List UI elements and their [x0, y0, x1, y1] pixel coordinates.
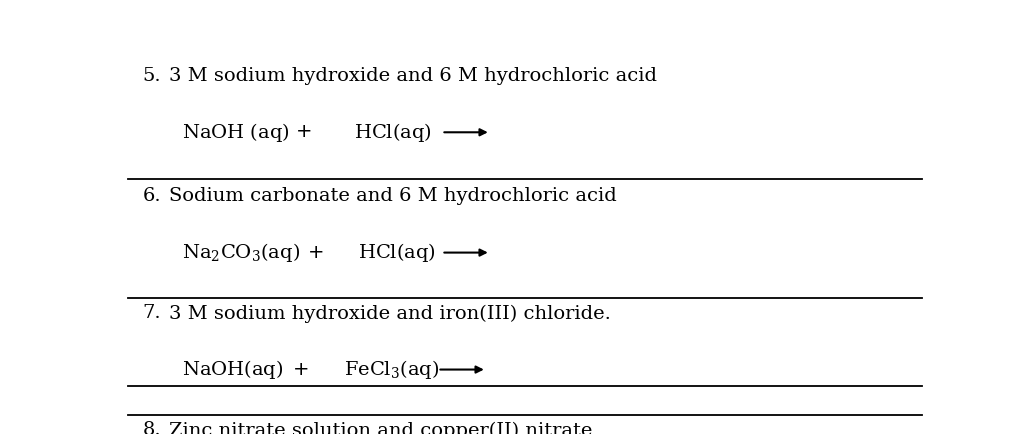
Text: $\mathregular{Na_2CO_3(aq)}$: $\mathregular{Na_2CO_3(aq)}$ [182, 241, 300, 264]
Text: 3 M sodium hydroxide and iron(III) chloride.: 3 M sodium hydroxide and iron(III) chlor… [169, 304, 611, 322]
Text: $+$: $+$ [292, 361, 308, 378]
Text: 6.: 6. [142, 187, 161, 205]
Text: $\mathregular{NaOH(aq)}$: $\mathregular{NaOH(aq)}$ [182, 358, 284, 381]
Text: $\mathregular{HCl(aq)}$: $\mathregular{HCl(aq)}$ [354, 121, 432, 144]
Text: $\mathregular{FeCl_3(aq)}$: $\mathregular{FeCl_3(aq)}$ [344, 358, 439, 381]
Text: 5.: 5. [142, 67, 161, 85]
Text: $\mathregular{HCl(aq)}$: $\mathregular{HCl(aq)}$ [358, 241, 436, 264]
Text: Zinc nitrate solution and copper(II) nitrate: Zinc nitrate solution and copper(II) nit… [169, 421, 593, 434]
Text: 3 M sodium hydroxide and 6 M hydrochloric acid: 3 M sodium hydroxide and 6 M hydrochlori… [169, 67, 657, 85]
Text: Sodium carbonate and 6 M hydrochloric acid: Sodium carbonate and 6 M hydrochloric ac… [169, 187, 617, 205]
Text: $+$: $+$ [295, 123, 311, 141]
Text: 8.: 8. [142, 421, 161, 434]
Text: $\mathregular{NaOH}$ (aq): $\mathregular{NaOH}$ (aq) [182, 121, 290, 144]
Text: $+$: $+$ [306, 243, 323, 262]
Text: 7.: 7. [142, 304, 161, 322]
